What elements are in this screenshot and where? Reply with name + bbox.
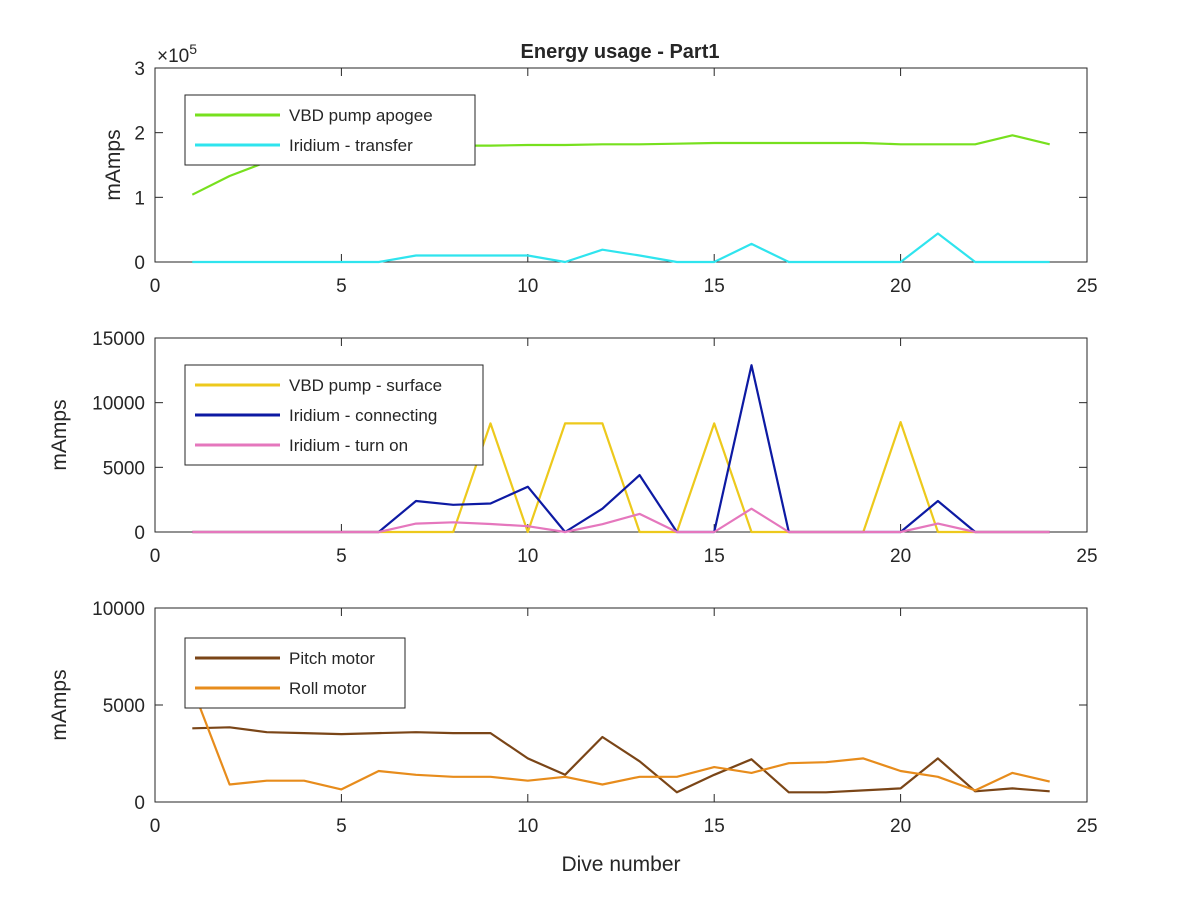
- subplot-3: 0 5 10 15 20 25 0 5000 10000 mAmps Pitch motor Roll…: [48, 599, 1098, 837]
- series-line-2: [192, 232, 1050, 264]
- y-tick-label: 0: [134, 253, 145, 274]
- y-tick-label: 0: [134, 793, 145, 814]
- y-tick-label: 5000: [103, 696, 145, 717]
- x-tick-label: 25: [1076, 816, 1097, 837]
- legend-entry-1: VBD pump - surface: [289, 376, 442, 395]
- x-tick-label: 15: [704, 276, 725, 297]
- legend-entry-3: Iridium - turn on: [289, 436, 408, 455]
- x-tick-label: 20: [890, 816, 911, 837]
- legend-box: [184, 637, 406, 709]
- legend-entry-1: Pitch motor: [289, 649, 375, 668]
- series-line-3: [192, 507, 1050, 534]
- y-axis-label: mAmps: [48, 669, 71, 740]
- series-line-1: [192, 726, 1050, 794]
- y-tick-label: 15000: [92, 329, 145, 350]
- legend-entry-2: Iridium - transfer: [289, 136, 413, 155]
- y-axis-label: mAmps: [48, 399, 71, 470]
- x-tick-label: 10: [517, 276, 538, 297]
- legend-entry-2: Iridium - connecting: [289, 406, 437, 425]
- x-tick-label: 0: [150, 546, 161, 567]
- x-tick-label: 0: [150, 816, 161, 837]
- x-tick-label: 20: [890, 276, 911, 297]
- y-exponent-power: 5: [189, 41, 197, 57]
- y-tick-label: 1: [134, 188, 145, 209]
- y-tick-label: 0: [134, 523, 145, 544]
- x-tick-label: 15: [704, 546, 725, 567]
- x-tick-label: 25: [1076, 546, 1097, 567]
- subplot-2: 0 5 10 15 20 25 0 5000 10000 15000 mAmps VBD pump -…: [48, 329, 1098, 567]
- figure-x-axis-label: Dive number: [561, 853, 680, 876]
- legend-entry-2: Roll motor: [289, 679, 367, 698]
- series-line-2: [191, 687, 1050, 792]
- x-tick-label: 5: [336, 276, 347, 297]
- y-tick-label: 10000: [92, 599, 145, 620]
- x-tick-label: 0: [150, 276, 161, 297]
- x-tick-label: 20: [890, 546, 911, 567]
- figure-title: Energy usage - Part1: [521, 41, 720, 63]
- x-tick-label: 5: [336, 546, 347, 567]
- x-tick-label: 25: [1076, 276, 1097, 297]
- legend-entry-1: VBD pump apogee: [289, 106, 433, 125]
- legend-box: [184, 94, 476, 166]
- x-tick-label: 10: [517, 546, 538, 567]
- x-tick-label: 5: [336, 816, 347, 837]
- y-tick-label: 10000: [92, 394, 145, 415]
- y-tick-label: 2: [134, 124, 145, 145]
- x-tick-label: 10: [517, 816, 538, 837]
- y-tick-label: 5000: [103, 458, 145, 479]
- y-axis-label: mAmps: [102, 129, 125, 200]
- y-tick-label: 3: [134, 59, 145, 80]
- x-tick-label: 15: [704, 816, 725, 837]
